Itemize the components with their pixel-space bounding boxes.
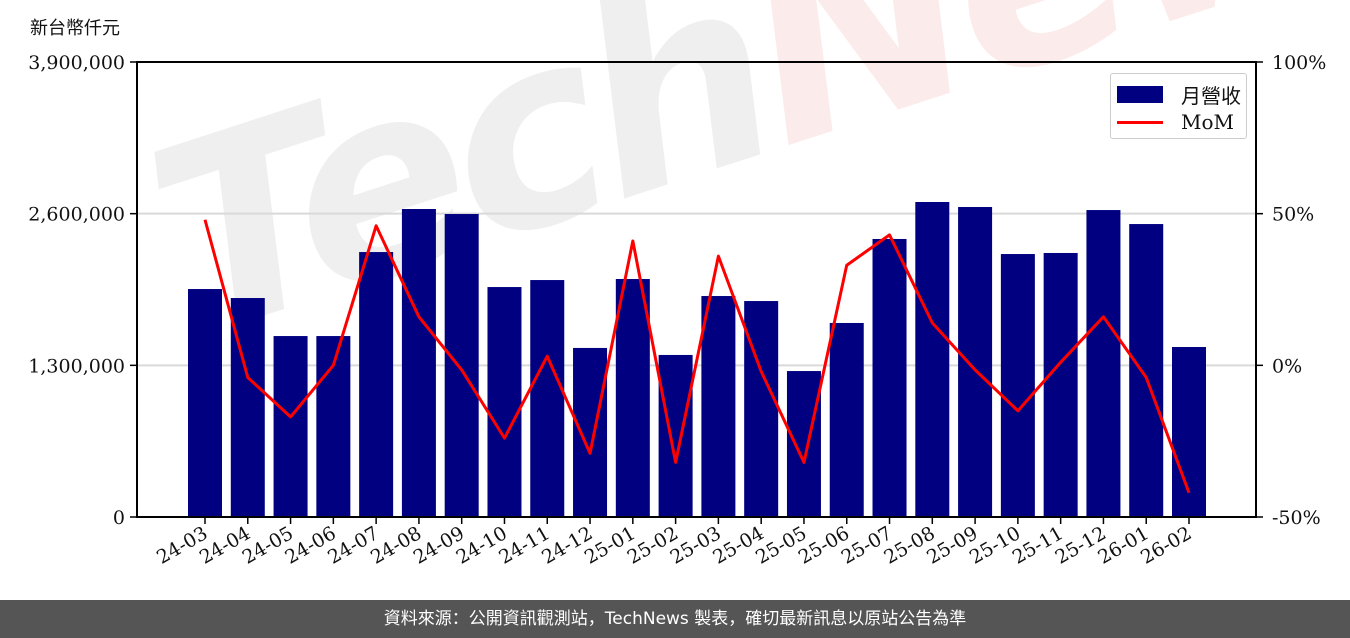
legend-item-mom: MoM bbox=[1117, 110, 1234, 134]
chart: 0 1,300,000 2,600,000 3,900,000 -50% 0% 50% 100… bbox=[28, 52, 1326, 569]
source-footer: 資料來源：公開資訊觀測站，TechNews 製表，確切最新訊息以原站公告為準 bbox=[0, 600, 1350, 638]
legend-swatch-bar bbox=[1117, 86, 1163, 103]
bar-24-12 bbox=[573, 347, 608, 517]
bar-25-09 bbox=[958, 207, 993, 517]
x-tick-label: 26-02 bbox=[1137, 522, 1195, 568]
bar-25-07 bbox=[872, 238, 907, 517]
left-tick-label: 1,300,000 bbox=[28, 355, 125, 377]
legend-swatch-line bbox=[1117, 120, 1163, 124]
left-tick-label: 3,900,000 bbox=[28, 52, 125, 74]
bar-25-04 bbox=[744, 301, 779, 517]
bar-25-10 bbox=[1000, 254, 1035, 518]
bar-25-02 bbox=[658, 354, 693, 517]
bar-25-08 bbox=[915, 202, 950, 517]
legend-label: 月營收 bbox=[1181, 84, 1241, 108]
bar-26-01 bbox=[1129, 224, 1164, 518]
bar-24-03 bbox=[188, 289, 222, 517]
bar-24-10 bbox=[487, 287, 522, 517]
legend: 月營收 MoM bbox=[1110, 73, 1247, 139]
bar-25-12 bbox=[1086, 210, 1121, 518]
legend-label: MoM bbox=[1181, 110, 1234, 134]
right-tick-label: 100% bbox=[1272, 52, 1326, 74]
bar-24-05 bbox=[273, 336, 308, 517]
right-tick-label: -50% bbox=[1272, 507, 1321, 529]
bar-25-01 bbox=[615, 279, 650, 517]
left-tick-label: 2,600,000 bbox=[28, 204, 125, 226]
bar-25-11 bbox=[1043, 252, 1078, 517]
bar-24-07 bbox=[359, 252, 394, 518]
legend-item-revenue: 月營收 bbox=[1117, 80, 1241, 109]
left-tick-label: 0 bbox=[113, 507, 125, 529]
bar-24-11 bbox=[530, 280, 565, 517]
bar-25-06 bbox=[829, 322, 864, 517]
unit-label: 新台幣仟元 bbox=[30, 18, 120, 39]
plot-frame bbox=[136, 61, 1257, 518]
bar-24-08 bbox=[401, 209, 436, 517]
bar-25-03 bbox=[701, 296, 736, 517]
bar-25-05 bbox=[786, 371, 821, 517]
right-tick-label: 50% bbox=[1272, 204, 1314, 226]
mom-line bbox=[203, 219, 1191, 494]
right-tick-label: 0% bbox=[1272, 355, 1302, 377]
bar-24-09 bbox=[444, 214, 479, 517]
